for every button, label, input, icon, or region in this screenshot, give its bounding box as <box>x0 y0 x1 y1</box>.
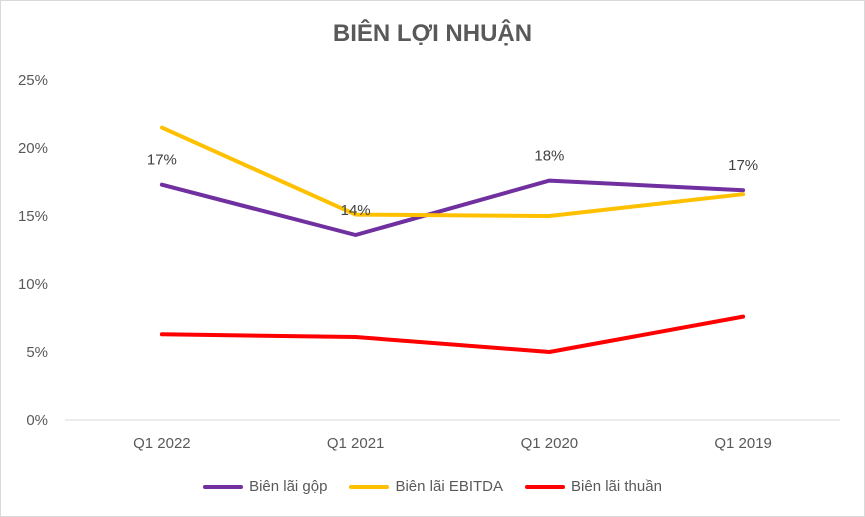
series-line-2 <box>159 314 746 354</box>
y-tick-label: 15% <box>18 208 48 225</box>
x-tick-label: Q1 2021 <box>327 435 385 452</box>
legend-swatch-net-margin <box>525 484 566 489</box>
data-label: 17% <box>147 152 177 169</box>
chart-title: BIÊN LỢI NHUẬN <box>332 20 533 47</box>
legend-item-ebitda-margin: Biên lãi EBITDA <box>349 478 503 495</box>
series-line-1 <box>159 125 746 218</box>
data-label: 17% <box>728 157 758 174</box>
legend-label-ebitda-margin: Biên lãi EBITDA <box>395 478 504 495</box>
chart-legend: Biên lãi gộp Biên lãi EBITDA Biên lãi th… <box>0 478 865 495</box>
data-label: 14% <box>341 202 371 219</box>
legend-item-net-margin: Biên lãi thuần <box>525 478 662 495</box>
legend-swatch-ebitda-margin <box>349 484 390 489</box>
y-tick-label: 10% <box>18 276 48 293</box>
x-tick-label: Q1 2019 <box>714 435 772 452</box>
data-label: 18% <box>534 148 564 165</box>
legend-item-gross-margin: Biên lãi gộp <box>203 478 327 495</box>
legend-label-gross-margin: Biên lãi gộp <box>249 478 328 495</box>
y-tick-label: 20% <box>18 140 48 157</box>
x-tick-label: Q1 2022 <box>133 435 191 452</box>
series-line-0 <box>159 178 746 237</box>
legend-swatch-gross-margin <box>203 484 244 489</box>
y-tick-label: 0% <box>26 412 48 429</box>
x-tick-label: Q1 2020 <box>521 435 579 452</box>
y-tick-label: 25% <box>18 72 48 89</box>
y-tick-label: 5% <box>26 344 48 361</box>
legend-label-net-margin: Biên lãi thuần <box>571 478 662 495</box>
